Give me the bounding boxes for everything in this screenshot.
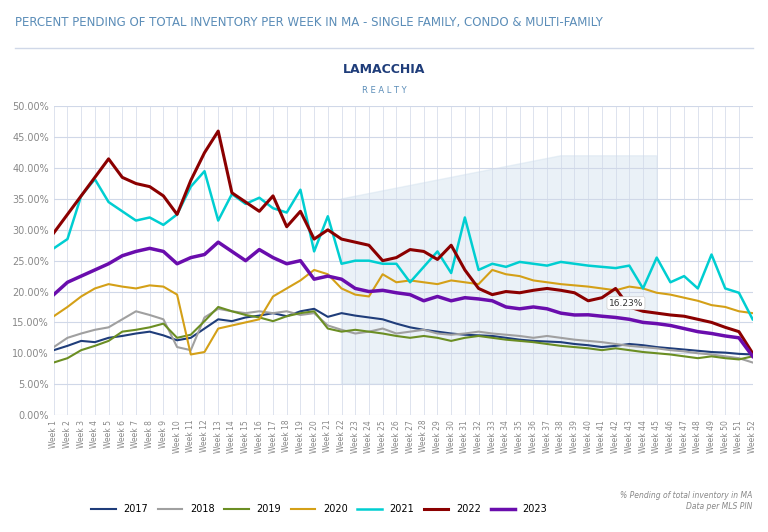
Legend: 2017, 2018, 2019, 2020, 2021, 2022, 2023: 2017, 2018, 2019, 2020, 2021, 2022, 2023: [88, 500, 551, 518]
Text: PERCENT PENDING OF TOTAL INVENTORY PER WEEK IN MA - SINGLE FAMILY, CONDO & MULTI: PERCENT PENDING OF TOTAL INVENTORY PER W…: [15, 16, 603, 29]
Text: R E A L T Y: R E A L T Y: [362, 86, 406, 95]
Polygon shape: [342, 156, 657, 384]
Text: % Pending of total inventory in MA
Data per MLS PIN: % Pending of total inventory in MA Data …: [621, 492, 753, 511]
Text: LAMACCHIA: LAMACCHIA: [343, 63, 425, 76]
Text: 16.23%: 16.23%: [609, 298, 643, 307]
